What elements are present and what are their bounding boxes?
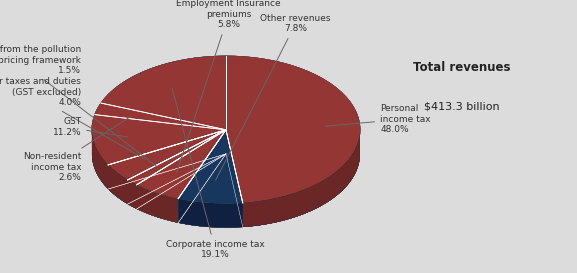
Polygon shape [92, 133, 128, 204]
Text: Other taxes and duties
(GST excluded)
4.0%: Other taxes and duties (GST excluded) 4.… [0, 77, 145, 159]
Polygon shape [92, 80, 360, 228]
Polygon shape [108, 130, 226, 189]
Polygon shape [92, 131, 137, 209]
Polygon shape [137, 132, 360, 228]
Polygon shape [92, 132, 178, 223]
Polygon shape [108, 132, 360, 228]
Polygon shape [178, 130, 226, 223]
Text: Other revenues
7.8%: Other revenues 7.8% [216, 14, 331, 180]
Text: Personal
income tax
48.0%: Personal income tax 48.0% [325, 104, 430, 134]
Polygon shape [92, 131, 137, 209]
Polygon shape [92, 56, 360, 203]
Polygon shape [92, 130, 243, 228]
Text: GST
11.2%: GST 11.2% [53, 117, 128, 137]
Polygon shape [92, 56, 360, 203]
Polygon shape [137, 132, 360, 228]
Polygon shape [128, 130, 226, 204]
Polygon shape [128, 132, 360, 228]
Text: Proceeds from the pollution
pricing framework
1.5%: Proceeds from the pollution pricing fram… [0, 45, 156, 166]
Polygon shape [137, 130, 226, 209]
Polygon shape [92, 131, 360, 228]
Polygon shape [95, 56, 360, 203]
Polygon shape [92, 56, 360, 203]
Text: Non-resident
income tax
2.6%: Non-resident income tax 2.6% [23, 116, 131, 182]
Polygon shape [92, 56, 243, 203]
Polygon shape [92, 133, 128, 204]
Polygon shape [108, 132, 360, 228]
Polygon shape [178, 134, 359, 228]
Polygon shape [92, 133, 108, 189]
Text: Corporate income tax
19.1%: Corporate income tax 19.1% [166, 89, 265, 259]
Polygon shape [128, 132, 360, 228]
Polygon shape [92, 132, 178, 223]
Text: $413.3 billion: $413.3 billion [424, 101, 500, 111]
Polygon shape [178, 134, 359, 228]
Polygon shape [92, 133, 108, 189]
Polygon shape [243, 133, 360, 227]
Polygon shape [92, 56, 360, 203]
Polygon shape [92, 131, 360, 228]
Text: Employment Insurance
premiums
5.8%: Employment Insurance premiums 5.8% [177, 0, 281, 173]
Text: Total revenues: Total revenues [413, 61, 510, 74]
Polygon shape [243, 133, 360, 227]
Polygon shape [226, 130, 243, 227]
Polygon shape [226, 130, 243, 227]
Polygon shape [92, 56, 360, 203]
Polygon shape [137, 130, 226, 209]
Polygon shape [108, 130, 226, 189]
Polygon shape [128, 130, 226, 204]
Polygon shape [92, 56, 360, 203]
Polygon shape [178, 130, 226, 223]
